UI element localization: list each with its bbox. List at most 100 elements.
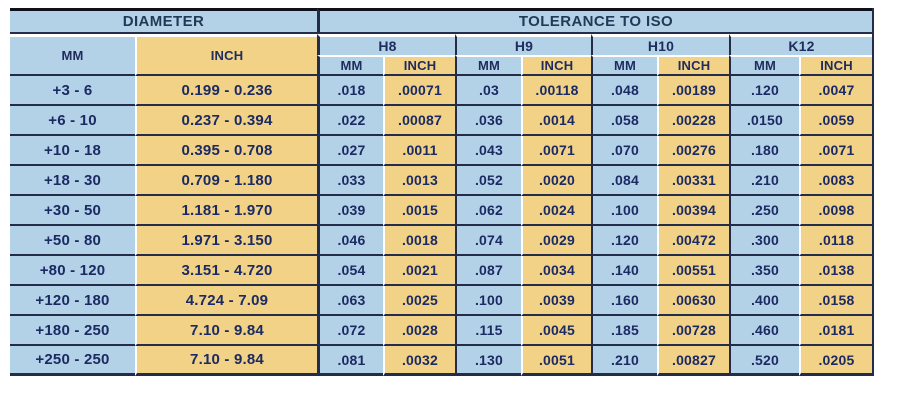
cell-r7-c7: .140	[591, 256, 657, 286]
cell-r7-c10: .0138	[799, 256, 872, 286]
cell-r6-c2: 1.971 - 3.150	[135, 226, 317, 256]
cell-r9-c10: .0181	[799, 316, 872, 346]
cell-r7-c2: 3.151 - 4.720	[135, 256, 317, 286]
cell-r3-c7: .070	[591, 136, 657, 166]
cell-r7-c4: .0021	[383, 256, 455, 286]
h10-mm-column-header: MM	[591, 55, 657, 76]
cell-r1-c3: .018	[317, 76, 383, 106]
cell-r1-c10: .0047	[799, 76, 872, 106]
tolerance-section-header: TOLERANCE TO ISO	[317, 8, 872, 34]
group-header-h9: H9	[455, 34, 591, 55]
cell-r3-c3: .027	[317, 136, 383, 166]
cell-r4-c10: .0083	[799, 166, 872, 196]
cell-r1-c7: .048	[591, 76, 657, 106]
cell-r2-c7: .058	[591, 106, 657, 136]
cell-r8-c5: .100	[455, 286, 521, 316]
cell-r6-c5: .074	[455, 226, 521, 256]
cell-r5-c5: .062	[455, 196, 521, 226]
cell-r2-c5: .036	[455, 106, 521, 136]
group-header-h10: H10	[591, 34, 729, 55]
cell-r6-c10: .0118	[799, 226, 872, 256]
cell-r5-c2: 1.181 - 1.970	[135, 196, 317, 226]
cell-r4-c9: .210	[729, 166, 799, 196]
cell-r6-c4: .0018	[383, 226, 455, 256]
h8-mm-column-header: MM	[317, 55, 383, 76]
group-header-h8: H8	[317, 34, 455, 55]
cell-r2-c10: .0059	[799, 106, 872, 136]
cell-r3-c6: .0071	[521, 136, 591, 166]
cell-r8-c9: .400	[729, 286, 799, 316]
cell-r5-c9: .250	[729, 196, 799, 226]
cell-r8-c1: +120 - 180	[10, 286, 135, 316]
cell-r1-c9: .120	[729, 76, 799, 106]
cell-r5-c4: .0015	[383, 196, 455, 226]
cell-r3-c1: +10 - 18	[10, 136, 135, 166]
cell-r7-c9: .350	[729, 256, 799, 286]
cell-r9-c1: +180 - 250	[10, 316, 135, 346]
cell-r5-c1: +30 - 50	[10, 196, 135, 226]
cell-r4-c8: .00331	[657, 166, 729, 196]
tolerance-table: DIAMETER TOLERANCE TO ISO MM INCH H8 H9 …	[10, 8, 874, 376]
cell-r9-c8: .00728	[657, 316, 729, 346]
cell-r2-c3: .022	[317, 106, 383, 136]
cell-r2-c2: 0.237 - 0.394	[135, 106, 317, 136]
cell-r5-c10: .0098	[799, 196, 872, 226]
cell-r7-c6: .0034	[521, 256, 591, 286]
cell-r9-c5: .115	[455, 316, 521, 346]
cell-r1-c8: .00189	[657, 76, 729, 106]
diameter-section-header: DIAMETER	[10, 8, 317, 34]
cell-r4-c1: +18 - 30	[10, 166, 135, 196]
cell-r1-c2: 0.199 - 0.236	[135, 76, 317, 106]
cell-r6-c6: .0029	[521, 226, 591, 256]
h9-inch-column-header: INCH	[521, 55, 591, 76]
cell-r4-c4: .0013	[383, 166, 455, 196]
cell-r4-c7: .084	[591, 166, 657, 196]
cell-r8-c3: .063	[317, 286, 383, 316]
cell-r7-c5: .087	[455, 256, 521, 286]
cell-r5-c8: .00394	[657, 196, 729, 226]
cell-r7-c3: .054	[317, 256, 383, 286]
cell-r10-c8: .00827	[657, 346, 729, 376]
cell-r10-c3: .081	[317, 346, 383, 376]
cell-r8-c2: 4.724 - 7.09	[135, 286, 317, 316]
cell-r10-c6: .0051	[521, 346, 591, 376]
group-header-k12: K12	[729, 34, 872, 55]
cell-r5-c6: .0024	[521, 196, 591, 226]
cell-r1-c4: .00071	[383, 76, 455, 106]
cell-r6-c3: .046	[317, 226, 383, 256]
cell-r10-c9: .520	[729, 346, 799, 376]
cell-r10-c10: .0205	[799, 346, 872, 376]
diameter-inch-column-header: INCH	[135, 34, 317, 76]
cell-r3-c10: .0071	[799, 136, 872, 166]
cell-r6-c8: .00472	[657, 226, 729, 256]
cell-r8-c8: .00630	[657, 286, 729, 316]
cell-r8-c4: .0025	[383, 286, 455, 316]
cell-r9-c7: .185	[591, 316, 657, 346]
cell-r4-c5: .052	[455, 166, 521, 196]
cell-r9-c2: 7.10 - 9.84	[135, 316, 317, 346]
cell-r5-c7: .100	[591, 196, 657, 226]
h9-mm-column-header: MM	[455, 55, 521, 76]
cell-r7-c1: +80 - 120	[10, 256, 135, 286]
cell-r5-c3: .039	[317, 196, 383, 226]
cell-r2-c6: .0014	[521, 106, 591, 136]
cell-r10-c1: +250 - 250	[10, 346, 135, 376]
diameter-mm-column-header: MM	[10, 34, 135, 76]
cell-r2-c1: +6 - 10	[10, 106, 135, 136]
cell-r3-c5: .043	[455, 136, 521, 166]
cell-r10-c7: .210	[591, 346, 657, 376]
cell-r9-c3: .072	[317, 316, 383, 346]
cell-r8-c7: .160	[591, 286, 657, 316]
cell-r4-c3: .033	[317, 166, 383, 196]
cell-r3-c2: 0.395 - 0.708	[135, 136, 317, 166]
cell-r7-c8: .00551	[657, 256, 729, 286]
cell-r2-c9: .0150	[729, 106, 799, 136]
cell-r6-c1: +50 - 80	[10, 226, 135, 256]
cell-r2-c4: .00087	[383, 106, 455, 136]
cell-r9-c4: .0028	[383, 316, 455, 346]
h10-inch-column-header: INCH	[657, 55, 729, 76]
k12-inch-column-header: INCH	[799, 55, 872, 76]
cell-r9-c9: .460	[729, 316, 799, 346]
cell-r10-c2: 7.10 - 9.84	[135, 346, 317, 376]
cell-r6-c7: .120	[591, 226, 657, 256]
